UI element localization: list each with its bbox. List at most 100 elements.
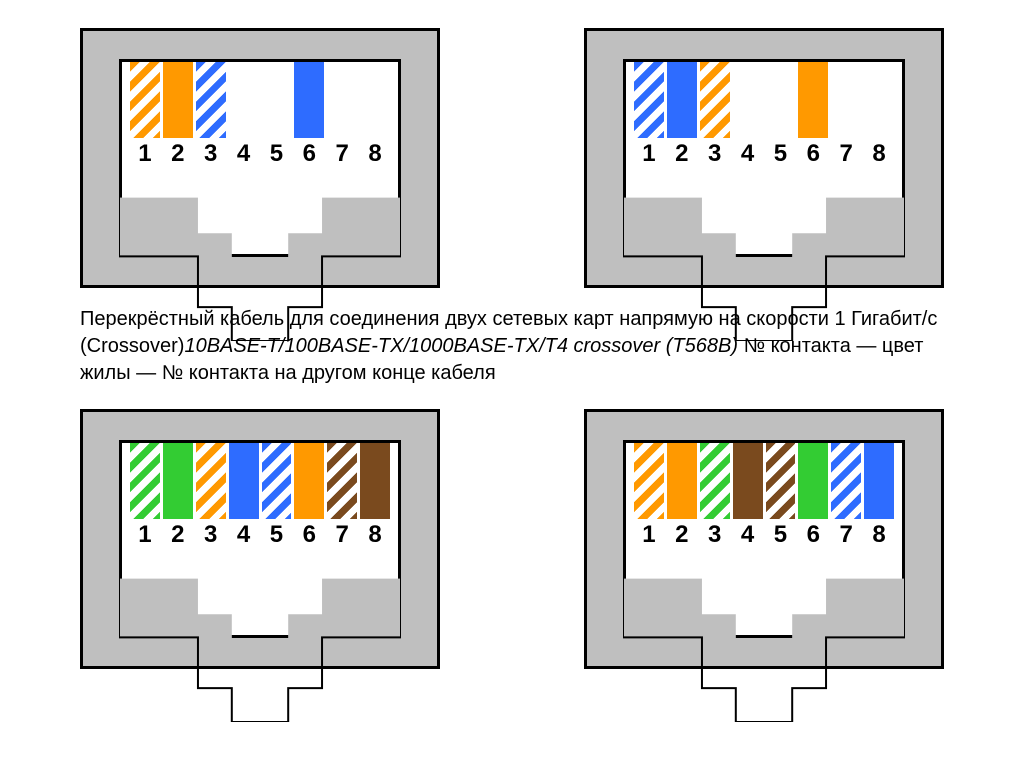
pin-number: 1 xyxy=(642,140,655,168)
pin-slot: 7 xyxy=(327,443,357,549)
pin-number: 1 xyxy=(138,140,151,168)
pin-slot: 3 xyxy=(196,62,226,168)
pin-number: 7 xyxy=(336,140,349,168)
pin-slot: 3 xyxy=(196,443,226,549)
pin-slot: 7 xyxy=(831,62,861,168)
pins-area: 12345678 xyxy=(122,443,398,541)
pin-slot: 4 xyxy=(733,443,763,549)
wire xyxy=(196,62,226,138)
pin-slot: 2 xyxy=(163,443,193,549)
wire xyxy=(733,443,763,519)
wire xyxy=(327,443,357,519)
pin-number: 5 xyxy=(270,140,283,168)
wire xyxy=(766,443,796,519)
pin-number: 6 xyxy=(303,140,316,168)
pin-number: 3 xyxy=(708,521,721,549)
wire xyxy=(831,443,861,519)
wire xyxy=(700,62,730,138)
pin-slot: 8 xyxy=(360,443,390,549)
wire xyxy=(229,443,259,519)
page: 12345678 12345678 Перекрёстный кабель дл… xyxy=(0,0,1024,768)
wire xyxy=(667,443,697,519)
wire xyxy=(130,62,160,138)
jack-bottom-left: 12345678 xyxy=(80,409,440,669)
pins-area: 12345678 xyxy=(626,443,902,541)
pin-number: 6 xyxy=(807,521,820,549)
bottom-row: 12345678 12345678 xyxy=(80,409,944,669)
pin-slot: 5 xyxy=(262,62,292,168)
pin-number: 7 xyxy=(840,140,853,168)
top-row: 12345678 12345678 xyxy=(80,28,944,288)
caption: Перекрёстный кабель для соединения двух … xyxy=(80,306,944,387)
wire xyxy=(864,443,894,519)
pin-number: 8 xyxy=(872,521,885,549)
wire xyxy=(798,443,828,519)
pin-number: 5 xyxy=(774,140,787,168)
wire xyxy=(667,62,697,138)
pin-slot: 1 xyxy=(634,443,664,549)
wire xyxy=(262,62,292,138)
pin-number: 3 xyxy=(204,521,217,549)
pin-slot: 4 xyxy=(733,62,763,168)
wire xyxy=(294,443,324,519)
wire xyxy=(262,443,292,519)
pin-slot: 4 xyxy=(229,62,259,168)
pin-slot: 7 xyxy=(831,443,861,549)
pin-number: 4 xyxy=(237,521,250,549)
pin-number: 7 xyxy=(336,521,349,549)
wire xyxy=(163,62,193,138)
pin-slot: 8 xyxy=(864,62,894,168)
wire xyxy=(831,62,861,138)
pin-slot: 1 xyxy=(130,62,160,168)
jack-top-right: 12345678 xyxy=(584,28,944,288)
pin-slot: 5 xyxy=(766,443,796,549)
pin-number: 6 xyxy=(303,521,316,549)
wire xyxy=(294,62,324,138)
wire xyxy=(360,443,390,519)
wire xyxy=(766,62,796,138)
wire xyxy=(634,443,664,519)
pin-number: 4 xyxy=(741,140,754,168)
pin-number: 2 xyxy=(171,521,184,549)
pin-slot: 1 xyxy=(130,443,160,549)
pin-number: 5 xyxy=(270,521,283,549)
wire xyxy=(196,443,226,519)
pin-number: 2 xyxy=(675,140,688,168)
pins-area: 12345678 xyxy=(122,62,398,160)
wire xyxy=(798,62,828,138)
wire xyxy=(229,62,259,138)
pin-number: 1 xyxy=(642,521,655,549)
pin-number: 3 xyxy=(204,140,217,168)
pin-number: 7 xyxy=(840,521,853,549)
jack-inner: 12345678 xyxy=(623,440,905,638)
pin-number: 8 xyxy=(872,140,885,168)
pin-number: 8 xyxy=(368,521,381,549)
pin-slot: 8 xyxy=(864,443,894,549)
pin-slot: 7 xyxy=(327,62,357,168)
pin-number: 5 xyxy=(774,521,787,549)
jack-top-left: 12345678 xyxy=(80,28,440,288)
pin-slot: 6 xyxy=(798,443,828,549)
pin-slot: 2 xyxy=(667,62,697,168)
pin-slot: 5 xyxy=(766,62,796,168)
wire xyxy=(733,62,763,138)
pin-slot: 6 xyxy=(294,62,324,168)
pin-number: 2 xyxy=(675,521,688,549)
pin-slot: 6 xyxy=(294,443,324,549)
pin-slot: 2 xyxy=(667,443,697,549)
jack-inner: 12345678 xyxy=(623,59,905,257)
pin-slot: 4 xyxy=(229,443,259,549)
wire xyxy=(864,62,894,138)
pin-slot: 2 xyxy=(163,62,193,168)
wire xyxy=(327,62,357,138)
pin-number: 6 xyxy=(807,140,820,168)
wire xyxy=(634,62,664,138)
pin-slot: 8 xyxy=(360,62,390,168)
pin-number: 4 xyxy=(741,521,754,549)
jack-inner: 12345678 xyxy=(119,440,401,638)
pin-number: 8 xyxy=(368,140,381,168)
wire xyxy=(360,62,390,138)
wire xyxy=(163,443,193,519)
caption-italic: 10BASE-T/100BASE-TX/1000BASE-TX/T4 cross… xyxy=(184,335,738,357)
jack-bottom-right: 12345678 xyxy=(584,409,944,669)
